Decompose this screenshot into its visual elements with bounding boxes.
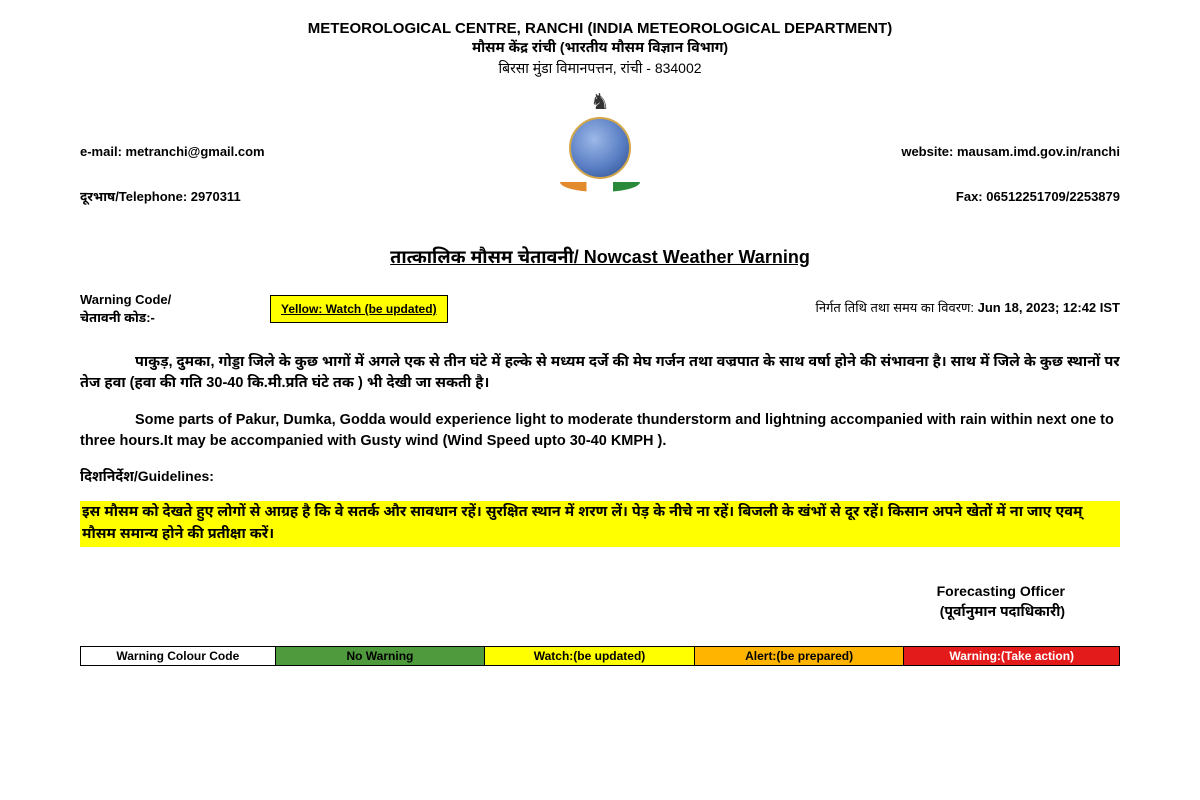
header-title-en: METEOROLOGICAL CENTRE, RANCHI (INDIA MET… [80,20,1120,37]
officer-line1: Forecasting Officer [80,582,1065,602]
legend-cell-4: Warning:(Take action) [904,647,1119,665]
ashoka-lions-icon: ♞ [590,89,610,115]
imd-ribbon-icon [560,182,640,192]
issued-value: Jun 18, 2023; 12:42 IST [978,300,1120,315]
guidelines-text: इस मौसम को देखते हुए लोगों से आग्रह है क… [80,501,1120,547]
forecasting-officer: Forecasting Officer (पूर्वानुमान पदाधिका… [80,582,1120,621]
legend-cell-1: No Warning [276,647,486,665]
warning-code-box: Yellow: Watch (be updated) [270,295,448,323]
imd-emblem-icon: ♞ [550,89,650,219]
contact-website: website: mausam.imd.gov.in/ranchi [901,144,1120,159]
header-address: बिरसा मुंडा विमानपत्तन, रांची - 834002 [80,60,1120,79]
issued-datetime: निर्गत तिथि तथा समय का विवरण: Jun 18, 20… [816,300,1120,318]
warning-code-label: Warning Code/ चेतावनी कोड:- [80,291,270,327]
warning-text-hindi: पाकुड़, दुमका, गोड्डा जिले के कुछ भागों … [80,352,1120,394]
legend-cell-2: Watch:(be updated) [485,647,695,665]
warning-text-english: Some parts of Pakur, Dumka, Godda would … [80,410,1120,452]
officer-line2: (पूर्वानुमान पदाधिकारी) [80,602,1065,622]
legend-cell-3: Alert:(be prepared) [695,647,905,665]
warning-colour-legend: Warning Colour CodeNo WarningWatch:(be u… [80,646,1120,666]
legend-cell-0: Warning Colour Code [81,647,276,665]
warning-code-row: Warning Code/ चेतावनी कोड:- Yellow: Watc… [80,291,1120,327]
guidelines-label: दिशनिर्देश/Guidelines: [80,468,1120,487]
contact-email: e-mail: metranchi@gmail.com [80,144,265,159]
emblem-contact-row: e-mail: metranchi@gmail.com दूरभाष/Telep… [80,89,1120,229]
contact-fax: Fax: 06512251709/2253879 [956,189,1120,204]
issued-label: निर्गत तिथि तथा समय का विवरण: [816,300,978,315]
document-title: तात्कालिक मौसम चेतावनी/ Nowcast Weather … [80,247,1120,271]
header-title-hi: मौसम केंद्र रांची (भारतीय मौसम विज्ञान व… [80,39,1120,58]
contact-telephone: दूरभाष/Telephone: 2970311 [80,189,241,207]
imd-globe-icon [569,117,631,179]
